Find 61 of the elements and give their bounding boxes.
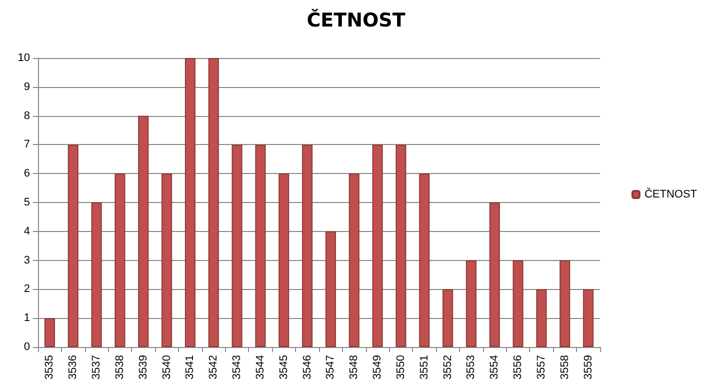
y-tick-label: 5 <box>24 196 30 208</box>
y-tick-label: 3 <box>24 254 30 266</box>
x-tick-label: 3544 <box>254 355 266 380</box>
y-tick-label: 9 <box>24 80 30 93</box>
x-tick-label: 3545 <box>278 355 290 380</box>
bar <box>489 202 500 347</box>
bar <box>91 202 102 347</box>
bar <box>442 289 454 347</box>
bar <box>419 174 430 347</box>
bar <box>348 174 360 347</box>
x-tick-label: 3535 <box>44 355 56 380</box>
bar <box>302 144 313 347</box>
chart-title: ČETNOST <box>306 8 406 32</box>
y-tick-label: 8 <box>24 110 30 122</box>
x-tick-label: 3542 <box>208 355 220 380</box>
bar <box>114 174 126 347</box>
bar <box>44 318 55 347</box>
bar <box>138 116 149 347</box>
x-tick-label: 3559 <box>582 355 594 380</box>
x-tick-label: 3540 <box>160 355 173 380</box>
x-tick-label: 3543 <box>231 355 244 380</box>
bar <box>325 231 336 347</box>
x-tick-label: 3557 <box>535 355 548 380</box>
bar <box>372 144 383 347</box>
bar <box>208 58 219 347</box>
x-tick-label: 3552 <box>442 355 454 380</box>
bar <box>560 260 570 347</box>
bar <box>466 260 476 347</box>
bar <box>162 174 172 347</box>
bar <box>68 144 78 347</box>
bar <box>536 289 547 347</box>
bar <box>396 144 406 347</box>
y-tick-label: 4 <box>24 225 30 238</box>
x-tick-label: 3538 <box>114 355 126 380</box>
x-tick-label: 3537 <box>90 355 103 380</box>
bar <box>232 144 242 347</box>
bar <box>255 144 266 347</box>
x-tick-label: 3541 <box>184 355 196 380</box>
x-tick-label: 3539 <box>137 355 150 380</box>
x-tick-label: 3546 <box>301 355 314 380</box>
x-tick-label: 3547 <box>324 355 337 380</box>
y-tick-label: 1 <box>24 312 30 324</box>
x-tick-label: 3556 <box>512 355 524 380</box>
x-tick-label: 3549 <box>372 355 384 380</box>
y-tick-label: 0 <box>24 341 30 353</box>
y-tick-label: 10 <box>18 52 30 64</box>
y-tick-label: 7 <box>24 138 30 151</box>
x-tick-label: 3548 <box>348 355 360 380</box>
y-tick-label: 6 <box>24 168 30 180</box>
legend-label: ČETNOST <box>644 188 698 200</box>
bar <box>184 58 196 347</box>
bar <box>583 289 594 347</box>
y-tick-label: 2 <box>24 283 30 296</box>
bar <box>512 260 524 347</box>
x-tick-label: 3551 <box>418 355 430 380</box>
x-tick-label: 3553 <box>465 355 478 380</box>
bar <box>278 174 290 347</box>
x-tick-label: 3558 <box>558 355 571 380</box>
x-tick-label: 3550 <box>394 355 407 380</box>
x-tick-label: 3554 <box>488 355 501 380</box>
x-tick-label: 3536 <box>67 355 80 380</box>
